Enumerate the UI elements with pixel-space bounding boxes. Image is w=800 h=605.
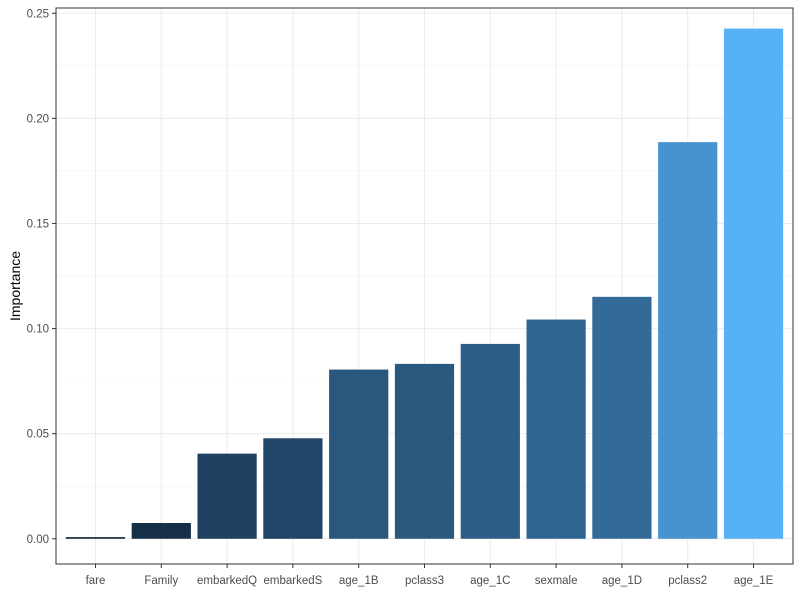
x-tick-label: pclass3 [405,575,444,587]
x-tick-label: embarkedQ [197,575,257,587]
y-tick-label: 0.05 [27,429,49,441]
bar-Family [131,523,191,539]
x-tick-label: sexmale [535,575,578,587]
bar-age_1E [723,28,784,539]
bar-age_1C [460,343,520,539]
y-tick-label: 0.15 [27,218,49,230]
y-tick-label: 0.00 [27,534,49,546]
y-axis-label: Importance [7,251,23,321]
x-tick-label: age_1C [470,575,510,587]
y-tick-label: 0.25 [27,8,49,20]
bar-pclass3 [394,363,455,539]
bar-embarkedQ [197,453,257,539]
x-tick-label: age_1D [602,575,642,587]
bar-fare [65,537,126,539]
x-tick-label: age_1E [734,575,774,587]
bar-age_1D [592,296,652,539]
bar-sexmale [526,319,586,539]
x-tick-label: pclass2 [668,575,707,587]
bar-age_1B [329,369,389,539]
bar-pclass2 [658,142,718,539]
x-tick-label: Family [144,575,178,587]
x-tick-label: age_1B [339,575,379,587]
x-tick-label: fare [86,575,106,587]
y-tick-label: 0.10 [27,324,49,336]
bars [65,28,784,539]
y-tick-label: 0.20 [27,113,49,125]
x-tick-label: embarkedS [263,575,322,587]
axes: 0.00 0.05 0.10 0.15 0.20 0.25 fare Family embark… [27,8,774,587]
bar-embarkedS [263,438,323,539]
